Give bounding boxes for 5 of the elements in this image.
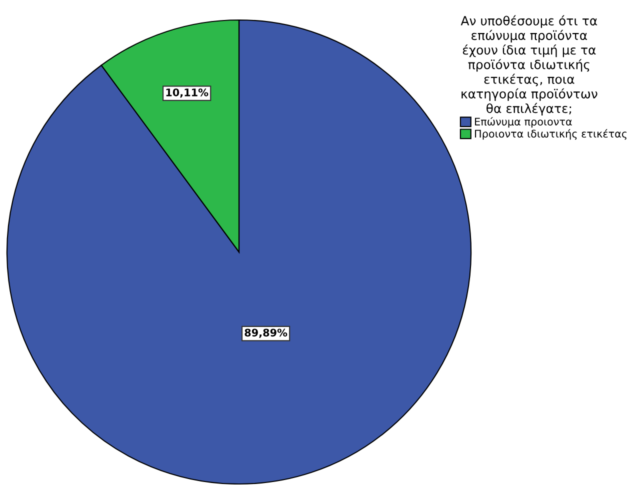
legend-label: Επώνυμα προιοντα [475, 117, 572, 128]
data-label: 89,89% [244, 328, 288, 338]
data-label: 10,11% [166, 88, 208, 98]
legend-label: Προιοντα ιδιωτικής ετικέτας [475, 129, 627, 140]
legend-title: Αν υποθέσουμε ότι τα επώνυμα προϊόντα έχουν ίδια τιμή με τα προϊόντα ιδιωτικής ετικέτας, ποια κατηγορία προϊόντων θα επιλέγατε; [460, 15, 598, 116]
